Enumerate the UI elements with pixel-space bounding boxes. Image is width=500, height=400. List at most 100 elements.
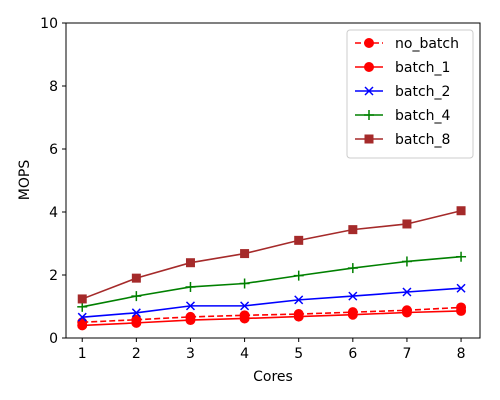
data-point-batch_1-2	[131, 317, 142, 328]
data-point-batch_8-7-shape	[402, 219, 412, 229]
series-batch_4	[77, 251, 467, 312]
x-tick-label: 1	[78, 346, 87, 362]
legend: no_batch batch_1 batch_2 batch_4 batch_8	[346, 29, 474, 159]
data-point-batch_2-4	[240, 301, 250, 311]
x-tick-label: 7	[402, 346, 411, 362]
data-point-batch_8-3	[185, 258, 195, 268]
data-point-batch_8-6	[348, 225, 358, 235]
data-point-batch_4-6	[347, 263, 358, 274]
data-point-batch_1-7-shape	[401, 307, 412, 318]
legend-label: no_batch	[395, 36, 459, 52]
data-point-batch_4-4	[239, 278, 250, 289]
data-point-batch_8-6-shape	[348, 225, 358, 235]
legend-swatch-marker	[364, 134, 374, 144]
legend-swatch-marker-stroke-b	[364, 86, 374, 96]
data-point-batch_8-8-shape	[456, 206, 466, 216]
x-tick-label: 4	[240, 346, 249, 362]
legend-item-no_batch: no_batch	[355, 36, 459, 52]
data-point-batch_2-2-stroke-b	[131, 308, 141, 318]
data-point-batch_1-3-shape	[185, 315, 196, 326]
y-tick-label: 6	[49, 142, 58, 158]
legend-label: batch_1	[395, 60, 450, 76]
y-tick-label: 2	[49, 268, 58, 284]
data-point-batch_1-4-shape	[239, 313, 250, 324]
series-batch_1	[77, 305, 467, 331]
y-tick-label: 8	[49, 79, 58, 95]
data-point-batch_8-4	[240, 249, 250, 259]
series-batch_2	[77, 283, 466, 322]
data-point-batch_8-5-shape	[294, 235, 304, 245]
data-point-batch_2-7	[402, 287, 412, 297]
data-point-batch_2-8-stroke-b	[456, 283, 466, 293]
data-point-batch_8-4-shape	[240, 249, 250, 259]
x-tick-label: 5	[294, 346, 303, 362]
series-line-batch_8	[81, 209, 462, 300]
x-tick-label: 6	[348, 346, 357, 362]
data-point-batch_2-7-stroke-b	[402, 287, 412, 297]
x-tick-label: 2	[132, 346, 141, 362]
data-point-batch_1-1	[77, 320, 88, 331]
plot-area	[77, 206, 467, 331]
legend-label: batch_8	[395, 132, 450, 148]
data-point-batch_1-6-shape	[347, 309, 358, 320]
data-point-batch_8-2-shape	[131, 273, 141, 283]
data-point-batch_2-6-stroke-b	[348, 291, 358, 301]
data-point-batch_8-8	[456, 206, 466, 216]
y-axis-title: MOPS	[17, 160, 33, 201]
axes: 1 2 3 4 5 6 7 8 0 2 4 6 8 10	[40, 16, 481, 362]
legend-swatch-marker	[364, 62, 374, 72]
data-point-batch_4-8	[456, 251, 467, 262]
data-point-batch_2-6	[348, 291, 358, 301]
data-point-batch_8-2	[131, 273, 141, 283]
data-point-batch_4-5	[293, 270, 304, 281]
data-point-batch_2-1-stroke-b	[77, 312, 87, 322]
legend-swatch-marker	[364, 38, 374, 48]
y-tick-label: 4	[49, 205, 58, 221]
legend-swatch-marker-shape	[364, 134, 374, 144]
legend-item-batch_2: batch_2	[355, 84, 450, 100]
data-point-batch_4-1	[77, 301, 88, 312]
data-point-batch_1-1-shape	[77, 320, 88, 331]
series-line-batch_1	[82, 310, 462, 327]
data-point-batch_2-5	[294, 295, 304, 305]
legend-item-batch_4: batch_4	[355, 108, 451, 124]
data-point-batch_8-1-shape	[77, 294, 87, 304]
data-point-batch_4-7	[401, 256, 412, 267]
data-point-batch_1-5	[293, 311, 304, 322]
data-point-batch_4-3	[185, 281, 196, 292]
legend-swatch-marker-shape	[364, 62, 374, 72]
series-batch_8	[77, 206, 466, 304]
data-point-batch_1-5-shape	[293, 311, 304, 322]
data-point-batch_1-2-shape	[131, 317, 142, 328]
data-point-batch_2-5-stroke-b	[294, 295, 304, 305]
y-tick-label: 10	[40, 16, 58, 32]
data-point-batch_2-4-stroke-b	[240, 301, 250, 311]
axes-frame	[65, 22, 481, 339]
data-point-batch_4-2	[131, 291, 142, 302]
legend-swatch-marker	[364, 86, 374, 96]
legend-swatch-marker	[364, 110, 374, 120]
legend-item-batch_8: batch_8	[355, 132, 450, 148]
data-point-batch_1-6	[347, 309, 358, 320]
legend-item-batch_1: batch_1	[355, 60, 450, 76]
data-point-batch_2-8	[456, 283, 466, 293]
series-line-batch_2	[82, 287, 462, 319]
legend-frame	[346, 29, 474, 159]
data-point-batch_1-8-shape	[456, 305, 467, 316]
series-line-batch_4	[82, 255, 462, 308]
y-tick-label: 0	[49, 331, 58, 347]
data-point-batch_2-3-stroke-b	[185, 301, 196, 311]
data-point-batch_2-1	[77, 312, 87, 322]
data-point-batch_2-2	[131, 308, 141, 318]
x-tick-label: 3	[186, 346, 195, 362]
data-point-batch_8-5	[294, 235, 304, 245]
x-axis-title: Cores	[253, 369, 293, 385]
legend-label: batch_2	[395, 84, 450, 100]
x-tick-label: 8	[457, 346, 466, 362]
data-point-batch_1-7	[401, 307, 412, 318]
data-point-batch_2-3	[185, 301, 196, 311]
data-point-batch_8-7	[402, 219, 412, 229]
legend-label: batch_4	[395, 108, 451, 124]
series-line-no_batch	[82, 306, 462, 324]
data-point-batch_8-1	[77, 294, 87, 304]
